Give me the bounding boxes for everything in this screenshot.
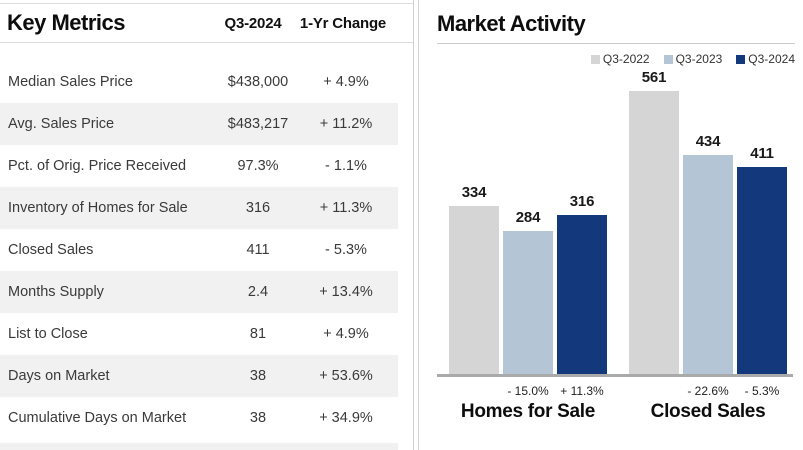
bar-value-label: 411 [750, 145, 774, 162]
metric-value: $483,217 [227, 116, 289, 132]
legend-item: Q3-2024 [736, 52, 795, 66]
table-row: Inventory of Homes for Sale 316 + 11.3% [0, 187, 398, 229]
key-metrics-table: Median Sales Price $438,000 + 4.9% Avg. Sal… [0, 61, 398, 450]
key-metrics-title: Key Metrics [7, 10, 126, 35]
column-header-period: Q3-2024 [224, 14, 282, 32]
bar [683, 155, 733, 374]
bar-wrap: 411 [737, 145, 787, 374]
table-row: Months Supply 2.4 + 13.4% [0, 271, 398, 313]
bar [449, 206, 499, 374]
change-label: + 11.3% [560, 384, 604, 398]
bars-row: 334 284 316 [449, 68, 607, 374]
metric-change: + 13.4% [319, 284, 373, 300]
legend-label: Q3-2023 [675, 52, 723, 66]
legend-color-swatch [736, 54, 746, 64]
metric-value: 38 [249, 368, 267, 384]
chart-legend: Q3-2022 Q3-2023 Q3-2024 [437, 52, 795, 66]
bar [503, 231, 553, 374]
metric-label: Pct. of Orig. Price Received [8, 158, 187, 174]
metric-label: Cumulative Days on Market [8, 410, 187, 426]
metric-label: Days on Market [8, 368, 110, 384]
change-label: - 22.6% [687, 384, 729, 398]
bar-value-label: 316 [569, 193, 595, 210]
metric-change: - 1.1% [325, 158, 367, 174]
key-metrics-panel: Key Metrics Q3-2024 1-Yr Change Median S… [0, 0, 414, 450]
table-row: List to Close 81 + 4.9% [0, 313, 398, 355]
metric-change: + 4.9% [323, 326, 369, 342]
panel-divider [418, 0, 419, 450]
table-row: Median Sales Price $438,000 + 4.9% [0, 61, 398, 103]
metric-change: + 34.9% [319, 410, 373, 426]
change-labels-row: - 22.6% - 5.3% [629, 384, 787, 398]
metric-label: Closed Sales [8, 242, 94, 258]
title-rule [437, 43, 795, 44]
change-label: - 5.3% [744, 384, 780, 398]
metric-change: + 11.2% [319, 116, 373, 132]
x-axis-line [437, 374, 793, 377]
table-row: Days on Market 38 + 53.6% [0, 355, 398, 397]
legend-color-swatch [590, 54, 600, 64]
table-row: Closed Sales 411 - 5.3% [0, 229, 398, 271]
table-header: Key Metrics Q3-2024 1-Yr Change [0, 4, 413, 43]
category-label: Closed Sales [650, 401, 766, 422]
bar-value-label: 434 [695, 133, 721, 150]
legend-item: Q3-2023 [663, 52, 723, 66]
metric-value: 2.4 [247, 284, 269, 300]
legend-item: Q3-2022 [590, 52, 650, 66]
metric-value: 411 [246, 242, 270, 258]
market-activity-title: Market Activity [437, 11, 586, 36]
legend-label: Q3-2024 [748, 52, 795, 66]
bar-wrap: 434 [683, 133, 733, 374]
bar-value-label: 284 [515, 209, 541, 226]
metric-label: Inventory of Homes for Sale [8, 200, 188, 216]
bar-chart: 334 284 316 - 15.0% + 11.3% Homes for Sale 561… [437, 68, 795, 423]
column-header-change: 1-Yr Change [299, 14, 387, 32]
metric-label: Months Supply [8, 284, 104, 300]
metric-value: 316 [245, 200, 271, 216]
table-row: Cumulative Days on Market 38 + 34.9% [0, 397, 398, 439]
metric-label: Avg. Sales Price [8, 116, 115, 132]
legend-label: Q3-2022 [602, 52, 650, 66]
metric-value: 97.3% [237, 158, 279, 174]
metric-change: + 53.6% [319, 368, 373, 384]
top-rule [0, 3, 413, 4]
bar [737, 167, 787, 374]
metric-change: - 5.3% [325, 242, 367, 258]
bar-wrap: 284 [503, 209, 553, 374]
bar-group: 561 434 411 - 22.6% - 5.3% Closed Sales [629, 68, 787, 423]
table-row: Pct. of Orig. Price Received 97.3% - 1.1% [0, 145, 398, 187]
table-row: Avg. Sales Price $483,217 + 11.2% [0, 103, 398, 145]
bars-row: 561 434 411 [629, 68, 787, 374]
metric-label: List to Close [8, 326, 88, 342]
category-label: Homes for Sale [460, 401, 596, 422]
market-activity-panel: Market Activity Q3-2022 Q3-2023 Q3-2024 33… [419, 0, 803, 450]
metric-change: + 4.9% [323, 74, 369, 90]
metric-value: $438,000 [227, 74, 289, 90]
bar-wrap: 316 [557, 193, 607, 374]
change-label [629, 384, 679, 398]
change-label [449, 384, 499, 398]
bar-wrap: 334 [449, 184, 499, 374]
bar [557, 215, 607, 374]
bar [629, 91, 679, 374]
metric-value: 81 [249, 326, 267, 342]
chart-groups: 334 284 316 - 15.0% + 11.3% Homes for Sale 561… [437, 68, 795, 423]
bar-value-label: 561 [641, 69, 667, 86]
legend-color-swatch [663, 54, 673, 64]
metric-change: + 11.3% [319, 200, 373, 216]
metric-value: 38 [249, 410, 267, 426]
change-labels-row: - 15.0% + 11.3% [449, 384, 607, 398]
metric-label: Median Sales Price [8, 74, 133, 90]
bar-group: 334 284 316 - 15.0% + 11.3% Homes for Sale [449, 68, 607, 423]
table-row-partial [0, 443, 398, 450]
change-label: - 15.0% [507, 384, 549, 398]
bar-value-label: 334 [461, 184, 487, 201]
bar-wrap: 561 [629, 69, 679, 374]
